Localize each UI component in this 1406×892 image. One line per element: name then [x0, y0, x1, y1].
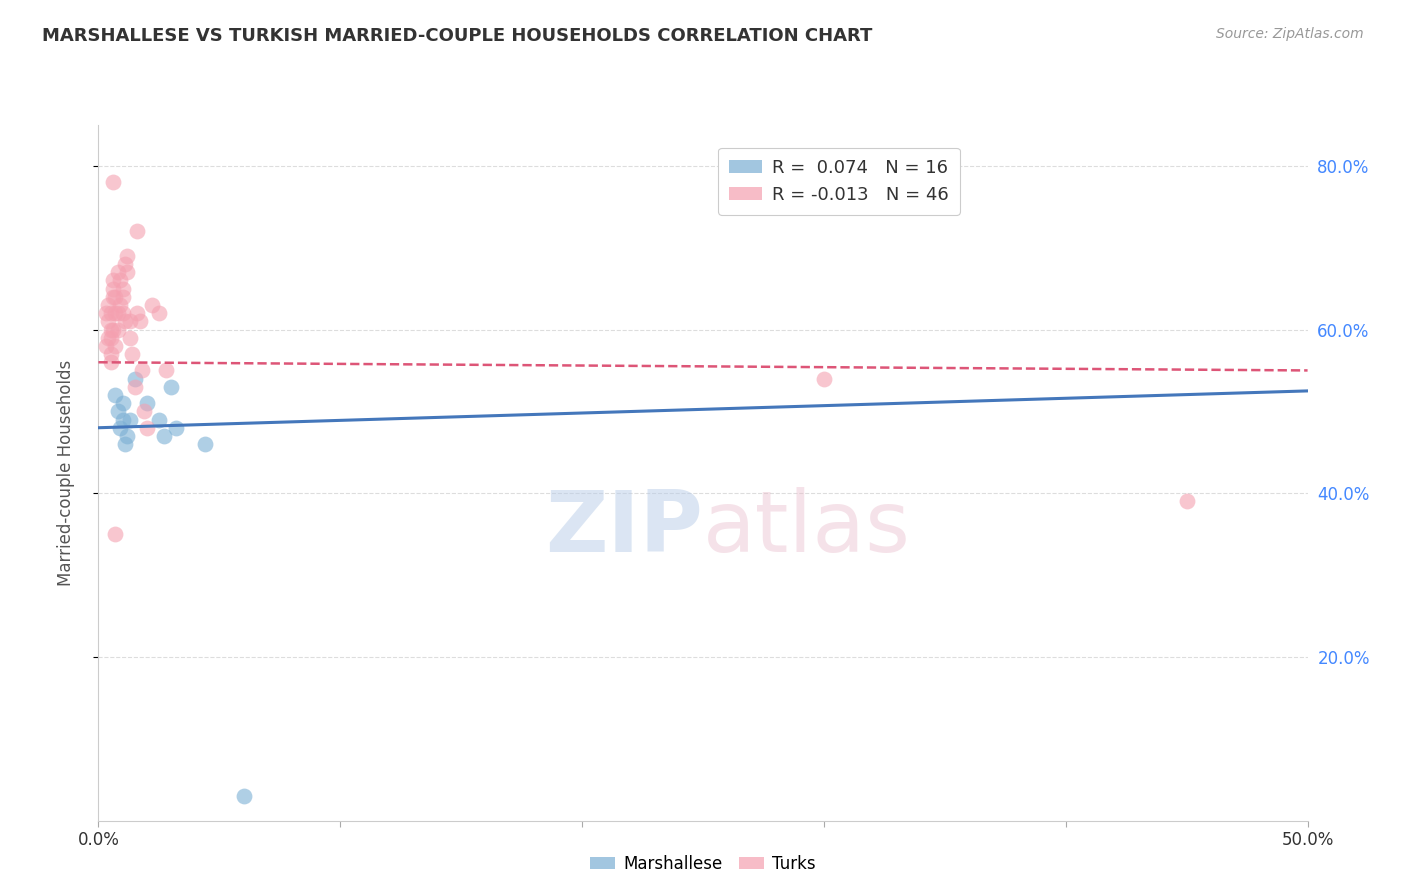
Point: [121, 347, 143, 361]
Text: atlas: atlas: [703, 487, 911, 570]
Point: [152, 429, 174, 443]
Point: [104, 388, 127, 402]
Point: [111, 290, 134, 304]
Point: [97, 314, 120, 328]
Point: [100, 355, 122, 369]
Point: [94, 306, 117, 320]
Point: [108, 298, 131, 312]
Point: [117, 249, 139, 263]
Point: [101, 290, 124, 304]
Point: [1175, 494, 1198, 508]
Point: [128, 314, 150, 328]
Point: [101, 282, 124, 296]
Point: [124, 380, 146, 394]
Point: [111, 306, 134, 320]
Point: [108, 273, 131, 287]
Point: [94, 339, 117, 353]
Point: [135, 396, 157, 410]
Point: [104, 290, 127, 304]
Point: [131, 363, 153, 377]
Point: [160, 380, 183, 394]
Point: [813, 371, 835, 385]
Point: [104, 339, 127, 353]
Point: [107, 322, 129, 336]
Point: [135, 421, 157, 435]
Point: [124, 371, 146, 385]
Point: [100, 306, 122, 320]
Y-axis label: Married-couple Households: Married-couple Households: [56, 359, 75, 586]
Point: [107, 306, 129, 320]
Point: [127, 306, 149, 320]
Point: [100, 322, 122, 336]
Point: [165, 421, 187, 435]
Point: [101, 322, 124, 336]
Point: [114, 314, 136, 328]
Text: ZIP: ZIP: [546, 487, 703, 570]
Point: [111, 396, 134, 410]
Point: [100, 347, 122, 361]
Point: [114, 437, 136, 451]
Point: [155, 363, 177, 377]
Legend: R =  0.074   N = 16, R = -0.013   N = 46: R = 0.074 N = 16, R = -0.013 N = 46: [718, 148, 960, 214]
Point: [107, 265, 129, 279]
Text: MARSHALLESE VS TURKISH MARRIED-COUPLE HOUSEHOLDS CORRELATION CHART: MARSHALLESE VS TURKISH MARRIED-COUPLE HO…: [42, 27, 873, 45]
Point: [111, 282, 134, 296]
Point: [100, 331, 122, 345]
Point: [97, 298, 120, 312]
Point: [104, 306, 127, 320]
Point: [104, 527, 127, 541]
Point: [148, 412, 170, 426]
Point: [101, 273, 124, 287]
Point: [194, 437, 217, 451]
Point: [117, 265, 139, 279]
Legend: Marshallese, Turks: Marshallese, Turks: [583, 848, 823, 880]
Point: [141, 298, 163, 312]
Point: [148, 306, 170, 320]
Point: [118, 412, 141, 426]
Point: [232, 789, 254, 803]
Point: [108, 421, 131, 435]
Point: [118, 331, 141, 345]
Text: Source: ZipAtlas.com: Source: ZipAtlas.com: [1216, 27, 1364, 41]
Point: [134, 404, 156, 418]
Point: [111, 412, 134, 426]
Point: [117, 429, 139, 443]
Point: [97, 331, 120, 345]
Point: [127, 224, 149, 238]
Point: [114, 257, 136, 271]
Point: [101, 175, 124, 189]
Point: [107, 404, 129, 418]
Point: [118, 314, 141, 328]
